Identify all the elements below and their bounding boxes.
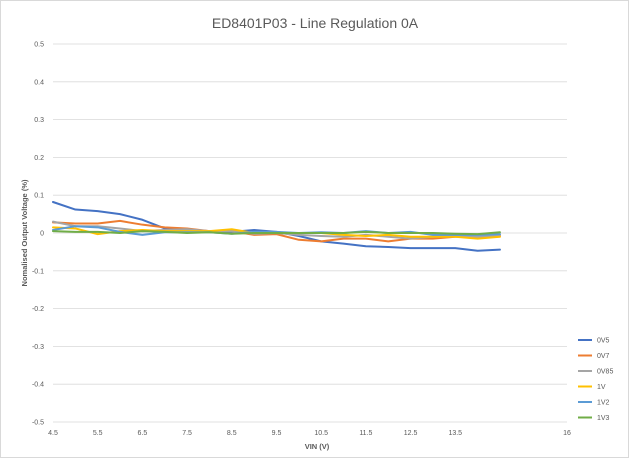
- legend: 0V5 0V7 0V85 1V 1V2 1V3: [578, 338, 613, 422]
- y-tick-label: -0.3: [32, 344, 44, 351]
- legend-label-0v85: 0V85: [597, 369, 613, 376]
- y-tick-label: -0.1: [32, 268, 44, 275]
- legend-label-0v5: 0V5: [597, 338, 610, 345]
- x-tick-label: 16: [563, 430, 571, 437]
- y-tick-label: 0.5: [34, 42, 44, 49]
- series-lines: [52, 201, 501, 252]
- y-tick-label: -0.5: [32, 420, 44, 427]
- y-tick-label: 0.2: [34, 155, 44, 162]
- chart-title: ED8401P03 - Line Regulation 0A: [212, 15, 419, 31]
- x-tick-label: 10.5: [314, 430, 328, 437]
- x-tick-label: 12.5: [404, 430, 418, 437]
- legend-label-1v: 1V: [597, 384, 606, 391]
- y-tick-label: -0.2: [32, 306, 44, 313]
- x-axis-tick-labels: 4.5 5.5 6.5 7.5 8.5 9.5 10.5 11.5 12.5 13.5 16: [48, 430, 571, 437]
- x-tick-label: 8.5: [227, 430, 237, 437]
- x-tick-label: 9.5: [272, 430, 282, 437]
- x-tick-label: 11.5: [359, 430, 372, 437]
- y-tick-label: -0.4: [32, 382, 44, 389]
- y-tick-label: 0.3: [34, 117, 44, 124]
- series-line-1v3: [52, 230, 501, 236]
- x-tick-label: 13.5: [448, 430, 462, 437]
- legend-label-1v2: 1V2: [597, 400, 610, 407]
- y-tick-label: 0.1: [34, 193, 44, 200]
- y-tick-label: 0: [40, 231, 44, 238]
- x-tick-label: 6.5: [138, 430, 148, 437]
- x-axis-title: VIN (V): [305, 442, 330, 451]
- y-axis-title: Nomalised Output Voltage (%): [20, 179, 29, 286]
- legend-label-1v3: 1V3: [597, 415, 610, 422]
- series-line-0v5: [52, 201, 501, 252]
- legend-label-0v7: 0V7: [597, 353, 610, 360]
- x-tick-label: 4.5: [48, 430, 58, 437]
- x-tick-label: 7.5: [182, 430, 192, 437]
- y-axis-tick-labels: 0.5 0.4 0.3 0.2 0.1 0 -0.1 -0.2 -0.3 -0.4 -0.5: [32, 42, 44, 427]
- y-tick-label: 0.4: [34, 79, 44, 86]
- x-tick-label: 5.5: [93, 430, 103, 437]
- series-line-0v7: [52, 219, 501, 243]
